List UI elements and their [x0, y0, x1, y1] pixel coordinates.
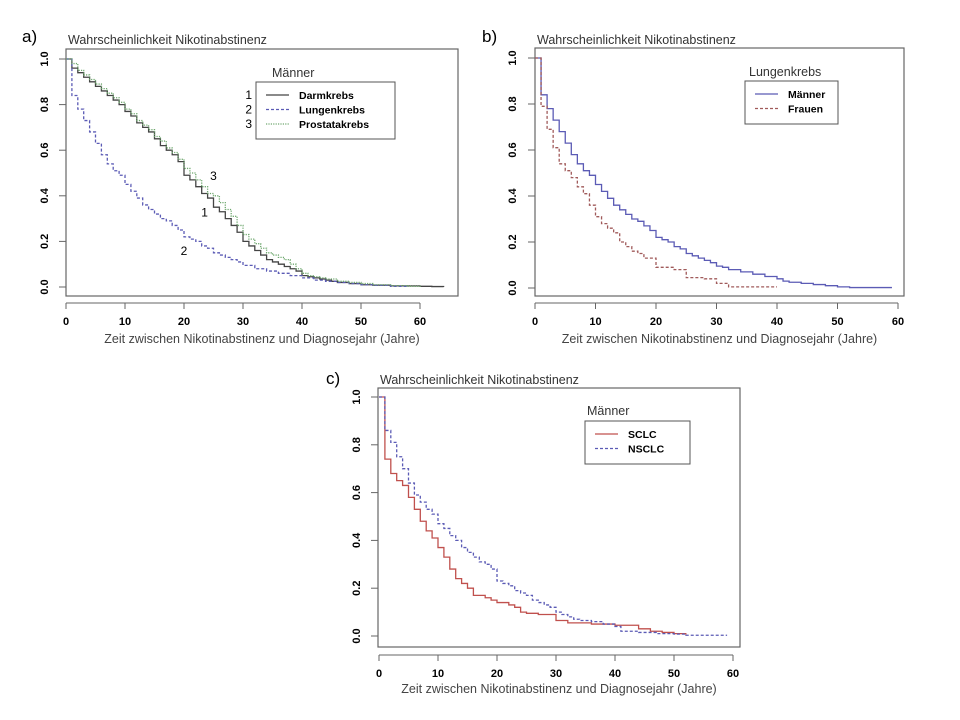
y-axis: 0.0 0.2 0.4 0.6 0.8 1.0	[39, 51, 66, 295]
x-tick-label: 0	[63, 316, 69, 328]
series-line-darmkrebs	[66, 58, 445, 288]
chart-title: Wahrscheinlichkeit Nikotinabstinenz	[380, 373, 579, 387]
legend-title: Männer	[587, 404, 629, 418]
y-tick-label: 0.6	[507, 142, 519, 157]
x-tick-label: 10	[432, 668, 444, 680]
x-tick-label: 30	[710, 316, 722, 328]
x-tick-label: 50	[831, 316, 843, 328]
series-line-sclc	[379, 396, 687, 635]
y-tick-label: 0.4	[507, 187, 519, 203]
curve-annotation: 2	[181, 244, 188, 258]
series-line-frauen	[535, 57, 777, 288]
panel-letter: a)	[22, 27, 37, 46]
legend: Männer Darmkrebs 1 Lungenkrebs 2 Prostatakreb…	[245, 66, 396, 140]
legend-number: 1	[245, 88, 252, 102]
x-tick-label: 50	[355, 316, 367, 328]
series-line-nsclc	[379, 396, 728, 636]
y-tick-label: 0.4	[351, 532, 363, 548]
legend-label: Frauen	[788, 104, 823, 116]
x-axis: 0 10 20 30 40 50 60	[63, 302, 426, 328]
y-tick-label: 1.0	[507, 50, 519, 65]
x-tick-label: 30	[550, 668, 562, 680]
y-tick-label: 0.2	[507, 234, 519, 249]
panel-letter: c)	[326, 369, 340, 388]
x-tick-label: 20	[178, 316, 190, 328]
y-tick-label: 0.2	[351, 581, 363, 596]
y-tick-label: 1.0	[39, 51, 51, 66]
y-tick-label: 0.0	[39, 279, 51, 294]
legend-label: Darmkrebs	[299, 90, 354, 102]
plot-frame	[534, 47, 905, 297]
legend: Männer SCLC NSCLC	[584, 404, 691, 465]
x-tick-label: 60	[727, 668, 739, 680]
y-tick-label: 0.2	[39, 234, 51, 249]
legend-label: Prostatakrebs	[299, 119, 369, 131]
legend: Lungenkrebs Männer Frauen	[744, 65, 839, 125]
chart-title: Wahrscheinlichkeit Nikotinabstinenz	[537, 33, 736, 47]
x-axis: 0 10 20 30 40 50 60	[532, 302, 904, 328]
x-tick-label: 10	[119, 316, 131, 328]
x-tick-label: 20	[650, 316, 662, 328]
y-tick-label: 0.0	[351, 628, 363, 643]
panel-c: c) Wahrscheinlichkeit Nikotinabstinenz 0 10…	[326, 369, 741, 696]
legend-title: Männer	[272, 66, 314, 80]
x-axis-label: Zeit zwischen Nikotinabstinenz und Diagn…	[104, 332, 419, 346]
x-tick-label: 40	[296, 316, 308, 328]
y-axis: 0.0 0.2 0.4 0.6 0.8 1.0	[507, 50, 535, 296]
chart-title: Wahrscheinlichkeit Nikotinabstinenz	[68, 33, 267, 47]
legend-box	[744, 80, 839, 125]
x-tick-label: 0	[376, 668, 382, 680]
legend-box	[584, 420, 691, 465]
x-tick-label: 30	[237, 316, 249, 328]
curve-annotation: 1	[201, 205, 208, 219]
legend-number: 3	[245, 117, 252, 131]
x-axis-label: Zeit zwischen Nikotinabstinenz und Diagn…	[401, 682, 716, 696]
x-tick-label: 10	[589, 316, 601, 328]
x-axis: 0 10 20 30 40 50 60	[376, 654, 739, 680]
panel-b: b) Wahrscheinlichkeit Nikotinabstinenz 0 10…	[482, 27, 905, 346]
curve-annotation: 3	[210, 169, 217, 183]
y-tick-label: 0.8	[351, 437, 363, 452]
plot-frame	[377, 387, 741, 648]
y-tick-label: 0.6	[39, 143, 51, 158]
y-tick-label: 0.6	[351, 485, 363, 500]
legend-box	[255, 81, 396, 140]
x-tick-label: 0	[532, 316, 538, 328]
y-tick-label: 0.8	[39, 97, 51, 112]
y-tick-label: 0.8	[507, 96, 519, 111]
x-tick-label: 40	[609, 668, 621, 680]
legend-title: Lungenkrebs	[749, 65, 821, 79]
y-tick-label: 0.0	[507, 280, 519, 295]
x-tick-label: 20	[491, 668, 503, 680]
panel-letter: b)	[482, 27, 497, 46]
series-line-prostatakrebs	[66, 58, 421, 287]
y-axis: 0.0 0.2 0.4 0.6 0.8 1.0	[351, 389, 378, 644]
legend-label: Männer	[788, 89, 825, 101]
legend-label: NSCLC	[628, 444, 665, 456]
x-tick-label: 60	[414, 316, 426, 328]
plot-frame	[65, 48, 459, 297]
legend-label: Lungenkrebs	[299, 105, 365, 117]
y-tick-label: 1.0	[351, 389, 363, 404]
series-line-männer	[535, 57, 892, 289]
legend-number: 2	[245, 103, 252, 117]
y-tick-label: 0.4	[39, 187, 51, 203]
x-axis-label: Zeit zwischen Nikotinabstinenz und Diagn…	[562, 332, 877, 346]
x-tick-label: 40	[771, 316, 783, 328]
x-tick-label: 60	[892, 316, 904, 328]
x-tick-label: 50	[668, 668, 680, 680]
legend-label: SCLC	[628, 429, 657, 441]
